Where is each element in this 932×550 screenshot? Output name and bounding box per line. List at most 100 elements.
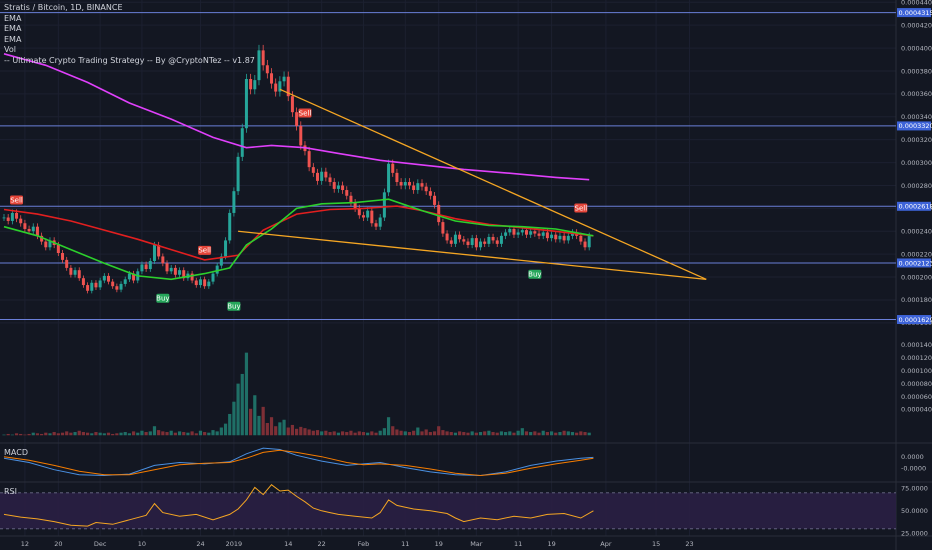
volume-bar bbox=[328, 432, 332, 436]
volume-bar bbox=[537, 432, 541, 436]
candle-body bbox=[194, 280, 198, 286]
signal-label: Buy bbox=[528, 271, 541, 279]
volume-bar bbox=[177, 431, 182, 436]
candle-body bbox=[479, 241, 483, 248]
volume-bar bbox=[554, 432, 558, 436]
volume-bar bbox=[395, 429, 399, 436]
candle-body bbox=[453, 234, 457, 244]
trendline bbox=[279, 88, 707, 280]
indicator-ema-2[interactable]: EMA bbox=[4, 24, 22, 33]
volume-bar bbox=[31, 432, 35, 436]
time-tick-label: Feb bbox=[358, 540, 370, 548]
volume-bar bbox=[98, 432, 102, 436]
volume-bar bbox=[524, 431, 529, 436]
ema-line bbox=[3, 205, 594, 261]
candle-body bbox=[428, 191, 432, 196]
candle-body bbox=[228, 212, 232, 241]
indicator-ema-3[interactable]: EMA bbox=[4, 34, 22, 44]
rsi-tick-label: 75.0000 bbox=[901, 485, 928, 493]
candle-body bbox=[332, 182, 336, 189]
candle-body bbox=[307, 151, 311, 168]
volume-bar bbox=[253, 395, 257, 436]
candle-body bbox=[412, 185, 416, 191]
volume-bar bbox=[478, 432, 483, 436]
volume-bar bbox=[69, 432, 73, 436]
volume-bar bbox=[520, 428, 524, 436]
rsi-pane-label[interactable]: RSI bbox=[4, 487, 17, 496]
candle-body bbox=[2, 217, 6, 219]
volume-bar bbox=[579, 431, 583, 436]
candle-body bbox=[399, 182, 403, 186]
volume-bar bbox=[111, 433, 115, 436]
candle-body bbox=[240, 128, 244, 157]
symbol-title[interactable]: Stratis / Bitcoin, 1D, BINANCE bbox=[4, 3, 123, 12]
candle-body bbox=[541, 232, 545, 236]
volume-bar bbox=[186, 432, 190, 436]
candle-body bbox=[98, 280, 102, 288]
indicator-ema-1[interactable]: EMA bbox=[4, 13, 22, 23]
candle-body bbox=[316, 172, 319, 181]
candle-body bbox=[119, 283, 123, 290]
signal-badge bbox=[10, 195, 24, 205]
volume-bar bbox=[144, 432, 148, 436]
volume-bar bbox=[102, 433, 106, 436]
volume-bar bbox=[286, 427, 290, 436]
volume-bar bbox=[445, 431, 449, 436]
volume-bar bbox=[190, 431, 194, 436]
candles bbox=[2, 44, 591, 294]
signal-badge bbox=[528, 269, 542, 279]
volume-bar bbox=[81, 432, 86, 436]
candle-body bbox=[27, 228, 31, 232]
candle-body bbox=[6, 217, 10, 221]
candle-body bbox=[102, 275, 106, 281]
candle-body bbox=[278, 81, 282, 92]
volume-bar bbox=[357, 431, 361, 436]
candle-body bbox=[570, 232, 574, 236]
level-price-tag: 0.0002618 bbox=[897, 201, 932, 211]
candle-body bbox=[295, 112, 299, 126]
volume-bar bbox=[148, 431, 152, 436]
candle-body bbox=[562, 235, 566, 241]
macd-pane-label[interactable]: MACD bbox=[4, 448, 28, 457]
volume-bar bbox=[65, 431, 69, 436]
candle-body bbox=[554, 234, 558, 240]
volume-bar bbox=[115, 433, 119, 436]
signal-badge bbox=[198, 245, 212, 255]
signal-marker: Buy bbox=[227, 301, 241, 311]
volume-bar bbox=[562, 430, 566, 436]
candle-body bbox=[40, 235, 44, 242]
volume-bar bbox=[403, 431, 407, 436]
level-price-tag: 0.0003320 bbox=[897, 121, 932, 131]
volume-bar bbox=[416, 427, 420, 436]
candle-body bbox=[77, 270, 81, 279]
candle-body bbox=[107, 275, 110, 282]
candle-body bbox=[15, 212, 19, 219]
volume-bar bbox=[269, 417, 274, 436]
candle-body bbox=[261, 50, 265, 66]
candle-body bbox=[341, 185, 345, 191]
candle-body bbox=[19, 218, 23, 224]
indicator-strategy[interactable]: -- Ultimate Crypto Trading Strategy -- B… bbox=[4, 55, 255, 65]
volume-bar bbox=[27, 433, 31, 436]
candle-body bbox=[537, 233, 541, 236]
time-tick-label: 20 bbox=[54, 540, 62, 548]
candle-body bbox=[115, 286, 119, 290]
indicator-volume[interactable]: Vol bbox=[4, 45, 16, 54]
candle-body bbox=[219, 256, 223, 266]
candle-body bbox=[433, 195, 437, 205]
level-tag-label: 0.0003320 bbox=[899, 122, 932, 130]
volume-bar bbox=[545, 432, 549, 436]
candle-body bbox=[441, 222, 445, 234]
signal-badge bbox=[298, 108, 312, 118]
candle-body bbox=[366, 210, 370, 218]
volume-bar bbox=[169, 430, 173, 436]
volume-bar bbox=[140, 430, 144, 436]
candle-body bbox=[491, 236, 495, 241]
candle-body bbox=[466, 241, 470, 245]
time-tick-label: 11 bbox=[514, 540, 522, 548]
